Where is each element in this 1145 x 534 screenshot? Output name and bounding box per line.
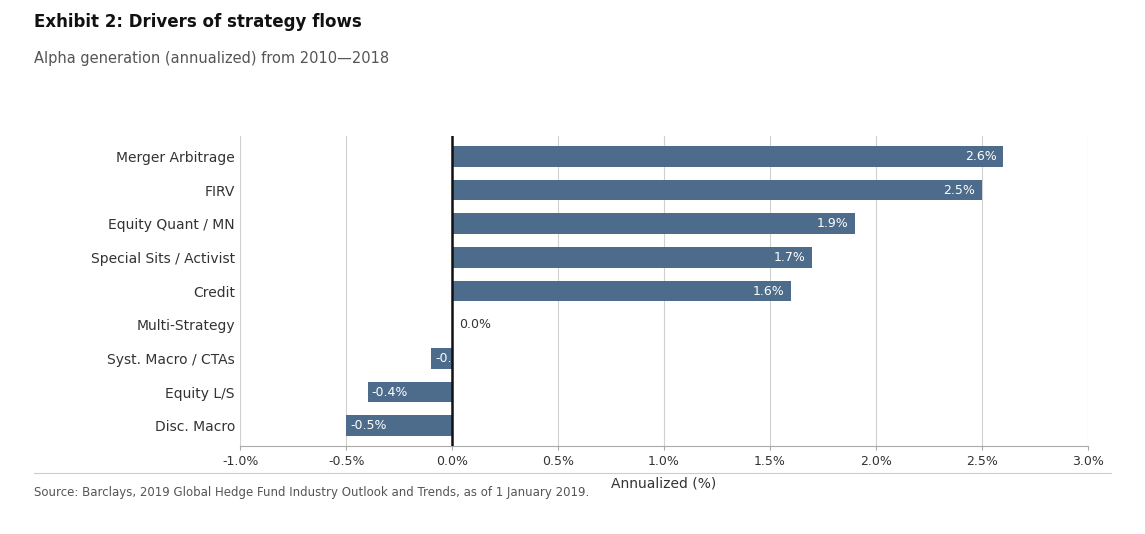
Bar <box>452 247 813 268</box>
Bar <box>452 213 854 234</box>
Bar <box>452 280 791 302</box>
Text: Source: Barclays, 2019 Global Hedge Fund Industry Outlook and Trends, as of 1 Ja: Source: Barclays, 2019 Global Hedge Fund… <box>34 486 590 499</box>
Text: 1.6%: 1.6% <box>753 285 784 297</box>
Bar <box>452 179 982 200</box>
Bar <box>346 415 452 436</box>
Text: 2.5%: 2.5% <box>943 184 976 197</box>
Text: Alpha generation (annualized) from 2010—2018: Alpha generation (annualized) from 2010—… <box>34 51 389 66</box>
Text: 1.9%: 1.9% <box>816 217 848 230</box>
Bar <box>452 146 1003 167</box>
Bar <box>368 382 452 403</box>
Text: 0.0%: 0.0% <box>459 318 490 331</box>
Text: -0.5%: -0.5% <box>350 419 387 432</box>
Text: -0.4%: -0.4% <box>372 386 408 398</box>
Text: Exhibit 2: Drivers of strategy flows: Exhibit 2: Drivers of strategy flows <box>34 13 362 32</box>
Text: -0.1%: -0.1% <box>435 352 472 365</box>
X-axis label: Annualized (%): Annualized (%) <box>611 476 717 490</box>
Bar <box>431 348 452 369</box>
Text: 1.7%: 1.7% <box>774 251 806 264</box>
Text: 2.6%: 2.6% <box>965 150 996 163</box>
